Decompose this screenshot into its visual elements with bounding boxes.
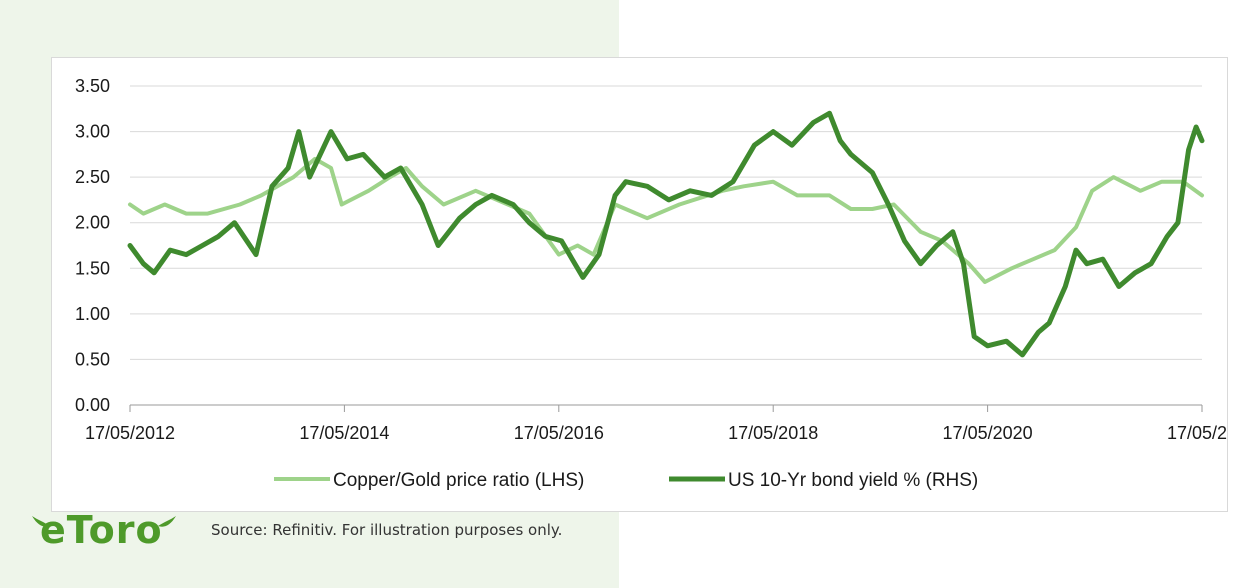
- source-note: Source: Refinitiv. For illustration purp…: [211, 521, 563, 539]
- logo-text: eToro: [40, 508, 163, 552]
- line-chart: 3.50 3.00 2.50 2.00 1.50 1.00 0.50 0.00 17/05/2…: [75, 76, 1228, 491]
- legend-label: US 10-Yr bond yield % (RHS): [728, 470, 978, 491]
- y-tick-label: 2.50: [75, 167, 110, 187]
- y-tick-label: 3.00: [75, 122, 110, 142]
- chart-container: 3.50 3.00 2.50 2.00 1.50 1.00 0.50 0.00 17/05/2…: [51, 57, 1228, 512]
- y-tick-label: 0.50: [75, 349, 110, 369]
- y-axis-ticks: 3.50 3.00 2.50 2.00 1.50 1.00 0.50 0.00: [75, 76, 110, 415]
- y-tick-label: 3.50: [75, 76, 110, 96]
- x-tick-label: 17/05/20: [1167, 423, 1228, 443]
- series-line-1: [128, 156, 1204, 284]
- etoro-logo: eToro: [30, 508, 190, 558]
- y-tick-label: 2.00: [75, 213, 110, 233]
- x-axis: 17/05/2012 17/05/2014 17/05/2016 17/05/2018…: [85, 404, 1228, 443]
- legend: Copper/Gold price ratio (LHS) US 10-Yr bo…: [274, 470, 978, 491]
- y-tick-label: 0.00: [75, 395, 110, 415]
- x-tick-label: 17/05/2012: [85, 423, 175, 443]
- x-tick-label: 17/05/2020: [943, 423, 1033, 443]
- y-tick-label: 1.50: [75, 258, 110, 278]
- legend-label: Copper/Gold price ratio (LHS): [333, 470, 584, 491]
- x-tick-label: 17/05/2018: [728, 423, 818, 443]
- y-tick-label: 1.00: [75, 304, 110, 324]
- logo-leaf-icon: [32, 516, 176, 527]
- x-tick-label: 17/05/2014: [299, 423, 389, 443]
- x-tick-label: 17/05/2016: [514, 423, 604, 443]
- gridlines: [130, 85, 1202, 360]
- series-line-2: [127, 110, 1205, 358]
- series-lines: [127, 110, 1205, 358]
